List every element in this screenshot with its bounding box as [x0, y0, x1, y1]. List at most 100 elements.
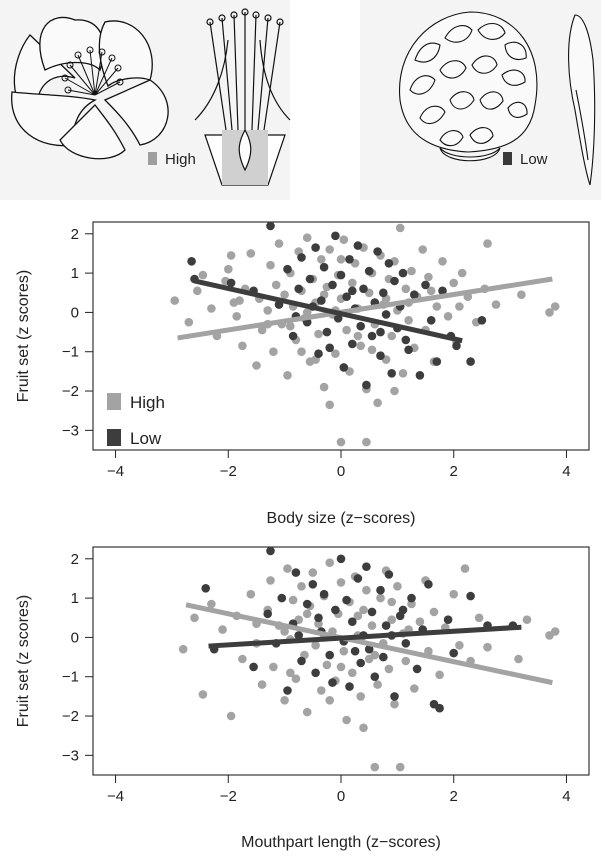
- data-point-low: [466, 357, 475, 366]
- data-point-high: [370, 762, 380, 772]
- data-point-high: [263, 306, 273, 315]
- data-point-low: [325, 650, 335, 660]
- data-point-high: [336, 437, 346, 447]
- data-point-high: [198, 690, 208, 699]
- scatter-mouthpart-length: −4 −2 0 2 4 −3 −2 −1 0 1 2 Mouthpart length (z−sc…: [15, 546, 590, 851]
- x-tick-label: −2: [220, 788, 237, 805]
- data-point-low: [345, 682, 354, 691]
- data-point-low: [477, 316, 487, 325]
- data-point-high: [342, 325, 351, 335]
- data-point-high: [257, 680, 267, 689]
- data-point-low: [266, 546, 275, 556]
- legend-swatch-high: [148, 152, 157, 165]
- data-point-high: [224, 264, 233, 274]
- data-point-high: [291, 674, 301, 683]
- data-point-low: [201, 584, 210, 593]
- data-point-low: [381, 310, 391, 319]
- y-tick-label: −2: [62, 383, 79, 400]
- data-point-high: [238, 654, 247, 664]
- x-tick-label: −4: [107, 463, 124, 480]
- data-point-high: [302, 707, 312, 717]
- data-point-low: [226, 278, 236, 288]
- data-point-high: [325, 558, 335, 567]
- series-high-points: [170, 223, 560, 447]
- data-point-high: [424, 272, 433, 282]
- data-point-low: [294, 284, 304, 294]
- data-point-high: [353, 611, 363, 621]
- data-point-low: [297, 656, 306, 666]
- x-tick-label: 0: [337, 788, 345, 805]
- data-point-low: [291, 568, 301, 577]
- data-point-high: [387, 615, 397, 624]
- data-point-low: [328, 280, 337, 290]
- data-point-high: [348, 668, 357, 678]
- series-high-points: [178, 558, 560, 772]
- data-point-high: [322, 660, 332, 670]
- data-point-low: [353, 574, 363, 583]
- data-point-low: [390, 276, 399, 286]
- data-point-high: [339, 646, 349, 656]
- open-flower-drawing: [11, 16, 169, 160]
- data-point-high: [286, 668, 295, 678]
- x-axis-title: Body size (z−scores): [267, 510, 416, 527]
- data-point-low: [339, 363, 349, 372]
- y-tick-label: 2: [71, 551, 79, 568]
- data-point-low: [311, 668, 320, 678]
- data-point-low: [317, 296, 326, 305]
- legend-label-high: High: [130, 393, 165, 412]
- data-point-low: [398, 605, 408, 615]
- legend-label-low: Low: [130, 429, 162, 448]
- illustration-legend-low: Low: [520, 151, 548, 168]
- x-tick-label: 0: [337, 463, 345, 480]
- data-point-high: [373, 398, 382, 408]
- data-point-low: [384, 259, 394, 268]
- data-point-low: [404, 345, 413, 355]
- data-point-high: [353, 331, 363, 341]
- data-point-low: [432, 357, 442, 366]
- x-tick-label: 4: [562, 788, 570, 805]
- y-axis-title: Fruit set (z scores): [15, 270, 32, 402]
- data-point-low: [356, 658, 366, 668]
- data-point-low: [348, 286, 357, 296]
- data-point-low: [426, 316, 436, 325]
- data-point-low: [387, 369, 397, 378]
- data-point-high: [370, 650, 380, 660]
- data-point-high: [178, 644, 188, 654]
- data-point-low: [333, 314, 343, 323]
- y-tick-label: −2: [62, 708, 79, 725]
- data-point-low: [308, 580, 318, 589]
- x-axis-ticks: −4 −2 0 2 4: [107, 450, 571, 480]
- data-point-low: [435, 703, 444, 713]
- data-point-high: [314, 329, 323, 339]
- data-point-high: [435, 670, 444, 680]
- data-point-high: [457, 268, 467, 278]
- data-point-high: [193, 286, 202, 296]
- data-point-low: [367, 607, 377, 617]
- legend-swatch-high: [107, 393, 121, 410]
- y-tick-label: −1: [62, 344, 79, 361]
- data-point-high: [491, 300, 501, 309]
- data-point-high: [384, 664, 394, 674]
- trend-line-high: [177, 276, 553, 341]
- data-point-low: [263, 609, 273, 619]
- data-point-high: [390, 699, 399, 709]
- x-tick-label: 2: [450, 788, 458, 805]
- data-point-high: [302, 609, 312, 619]
- data-point-high: [362, 585, 371, 595]
- data-point-low: [345, 254, 354, 264]
- x-tick-label: 2: [450, 463, 458, 480]
- data-point-high: [455, 302, 464, 311]
- data-point-high: [266, 260, 275, 270]
- y-axis-ticks: −3 −2 −1 0 1 2: [62, 551, 93, 764]
- y-axis-ticks: −3 −2 −1 0 1 2: [62, 226, 93, 439]
- legend-swatch-low: [107, 429, 121, 446]
- data-point-high: [401, 284, 411, 294]
- data-point-high: [376, 593, 385, 603]
- data-point-high: [269, 662, 278, 672]
- data-point-low: [424, 580, 433, 589]
- data-point-high: [367, 345, 377, 355]
- data-point-high: [449, 589, 459, 599]
- data-point-high: [226, 251, 236, 260]
- trend-line-low: [193, 278, 463, 344]
